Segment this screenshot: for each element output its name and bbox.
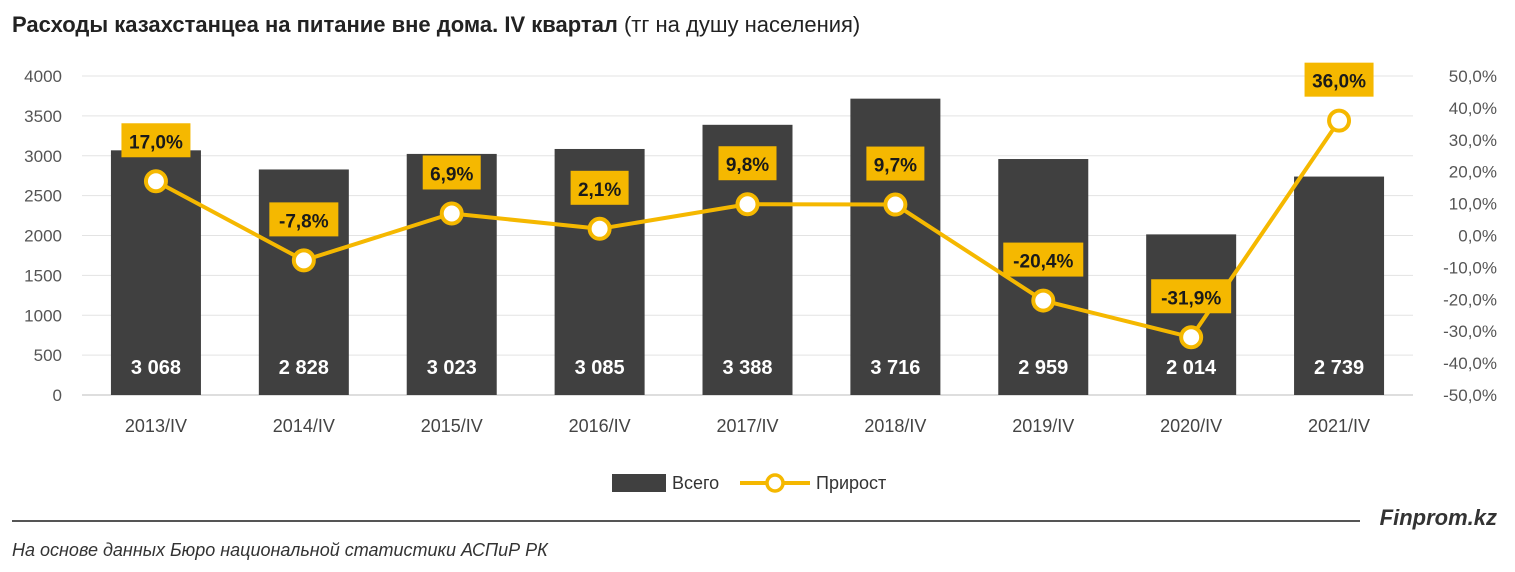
growth-point bbox=[143, 169, 168, 194]
growth-value-label: 2,1% bbox=[578, 180, 621, 201]
category-label: 2014/IV bbox=[273, 416, 335, 436]
left-tick-label: 2000 bbox=[24, 227, 62, 246]
category-label: 2018/IV bbox=[864, 416, 926, 436]
right-axis: -50,0% -40,0% -30,0% -20,0% -10,0% 0,0% 10,0% 2… bbox=[1443, 67, 1497, 405]
bar-value-label: 3 023 bbox=[427, 357, 477, 379]
category-label: 2021/IV bbox=[1308, 416, 1370, 436]
legend-label-growth: Прирост bbox=[816, 473, 886, 493]
right-tick-label: 0,0% bbox=[1458, 227, 1497, 246]
legend: Всего Прирост bbox=[612, 473, 886, 493]
growth-value-label: 17,0% bbox=[129, 132, 183, 153]
growth-value-label: 36,0% bbox=[1312, 72, 1366, 93]
bar-value-label: 3 085 bbox=[575, 357, 625, 379]
category-label: 2016/IV bbox=[569, 416, 631, 436]
growth-value-label: -31,9% bbox=[1161, 288, 1221, 309]
chart-title-main: Расходы казахстанцеа на питание вне дома… bbox=[12, 12, 618, 37]
right-tick-label: -50,0% bbox=[1443, 386, 1497, 405]
left-tick-label: 1500 bbox=[24, 266, 62, 285]
growth-label-box bbox=[1304, 62, 1374, 97]
growth-point bbox=[1179, 325, 1204, 350]
right-tick-label: -30,0% bbox=[1443, 322, 1497, 341]
growth-value-label: -7,8% bbox=[279, 211, 329, 232]
bar-2021/IV bbox=[1294, 176, 1385, 395]
source-note: На основе данных Бюро национальной стати… bbox=[12, 540, 548, 560]
left-tick-label: 3000 bbox=[24, 147, 62, 166]
left-tick-label: 4000 bbox=[24, 67, 62, 86]
bar-value-label: 2 739 bbox=[1314, 357, 1364, 379]
category-label: 2020/IV bbox=[1160, 416, 1222, 436]
bar-value-label: 2 959 bbox=[1018, 357, 1068, 379]
right-tick-label: 30,0% bbox=[1449, 131, 1497, 150]
growth-value-label: -20,4% bbox=[1013, 252, 1073, 273]
growth-label-box bbox=[422, 155, 481, 190]
right-tick-label: 20,0% bbox=[1449, 163, 1497, 182]
right-tick-label: 50,0% bbox=[1449, 67, 1497, 86]
bar-value-label: 3 716 bbox=[870, 357, 920, 379]
growth-label-box bbox=[121, 123, 191, 158]
left-tick-label: 0 bbox=[53, 386, 62, 405]
bar-value-label: 3 068 bbox=[131, 357, 181, 379]
legend-bar-swatch bbox=[612, 474, 666, 492]
left-tick-label: 3500 bbox=[24, 107, 62, 126]
bar-value-label: 2 014 bbox=[1166, 357, 1217, 379]
bar-2018/IV bbox=[850, 98, 941, 396]
growth-label-box bbox=[866, 146, 925, 181]
growth-value-label: 9,8% bbox=[726, 155, 769, 176]
growth-label-box bbox=[1151, 279, 1232, 314]
right-tick-label: 40,0% bbox=[1449, 99, 1497, 118]
category-label: 2015/IV bbox=[421, 416, 483, 436]
growth-label-box bbox=[718, 146, 777, 181]
growth-point bbox=[587, 216, 612, 241]
bar-2019/IV bbox=[998, 159, 1089, 395]
category-label: 2013/IV bbox=[125, 416, 187, 436]
right-tick-label: -20,0% bbox=[1443, 290, 1497, 309]
growth-line-series: 17,0% -7,8% 6,9% 2,1% 9,8% 9,7% -20,4% -31,9% 36… bbox=[121, 62, 1374, 350]
left-tick-label: 500 bbox=[34, 346, 62, 365]
growth-value-label: 9,7% bbox=[874, 156, 917, 177]
bar-series: 3 068 2 828 3 023 3 085 3 388 3 716 2 959 2 014… bbox=[110, 98, 1385, 396]
growth-point bbox=[883, 192, 908, 217]
growth-point bbox=[439, 201, 464, 226]
left-tick-label: 2500 bbox=[24, 187, 62, 206]
bar-2015/IV bbox=[406, 153, 497, 395]
category-axis: 2013/IV 2014/IV 2015/IV 2016/IV 2017/IV 2018/… bbox=[125, 416, 1370, 436]
growth-label-box bbox=[1003, 242, 1084, 277]
right-tick-label: -40,0% bbox=[1443, 354, 1497, 373]
legend-line-marker bbox=[765, 473, 785, 493]
brand-logo-text: Finprom.kz bbox=[1379, 505, 1497, 530]
growth-label-box bbox=[269, 202, 339, 237]
chart-title-unit: (тг на душу населения) bbox=[623, 12, 861, 37]
right-tick-label: 10,0% bbox=[1449, 195, 1497, 214]
growth-label-box bbox=[570, 170, 629, 205]
bar-value-label: 2 828 bbox=[279, 357, 329, 379]
growth-value-label: 6,9% bbox=[430, 164, 473, 185]
growth-point bbox=[1031, 288, 1056, 313]
growth-point bbox=[291, 248, 316, 273]
category-label: 2019/IV bbox=[1012, 416, 1074, 436]
bar-2020/IV bbox=[1146, 234, 1237, 395]
right-tick-label: -10,0% bbox=[1443, 258, 1497, 277]
chart-title: Расходы казахстанцеа на питание вне дома… bbox=[12, 12, 860, 38]
growth-point bbox=[735, 192, 760, 217]
left-tick-label: 1000 bbox=[24, 306, 62, 325]
left-axis: 0 500 1000 1500 2000 2500 3000 3500 4000 bbox=[24, 67, 62, 405]
footer-divider bbox=[12, 520, 1360, 522]
legend-label-total: Всего bbox=[672, 473, 719, 493]
category-label: 2017/IV bbox=[716, 416, 778, 436]
bar-value-label: 3 388 bbox=[722, 357, 772, 379]
growth-point bbox=[1327, 108, 1352, 133]
